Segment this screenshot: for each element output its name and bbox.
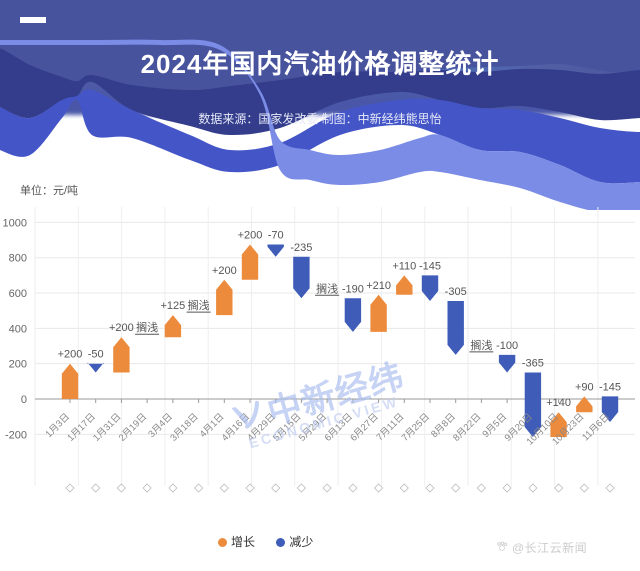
- svg-text:-235: -235: [290, 242, 312, 254]
- svg-text:-145: -145: [419, 260, 441, 272]
- svg-text:+200: +200: [238, 230, 263, 242]
- svg-text:+125: +125: [161, 300, 186, 312]
- svg-text:400: 400: [9, 323, 27, 335]
- svg-text:200: 200: [9, 359, 27, 371]
- svg-text:8月22日: 8月22日: [451, 411, 483, 443]
- svg-text:+140: +140: [546, 397, 571, 409]
- svg-text:600: 600: [9, 288, 27, 300]
- svg-text:+200: +200: [109, 322, 134, 334]
- svg-text:7月25日: 7月25日: [400, 411, 432, 443]
- svg-text:搁浅: 搁浅: [470, 338, 492, 352]
- svg-text:+210: +210: [366, 280, 391, 292]
- svg-text:搁浅: 搁浅: [136, 320, 158, 334]
- svg-text:0: 0: [21, 394, 27, 406]
- svg-text:-200: -200: [5, 429, 27, 441]
- svg-text:800: 800: [9, 253, 27, 265]
- svg-text:-100: -100: [496, 340, 518, 352]
- svg-text:-70: -70: [268, 230, 284, 242]
- svg-text:-305: -305: [445, 286, 467, 298]
- svg-text:11月6日: 11月6日: [580, 411, 612, 443]
- svg-text:+200: +200: [212, 265, 237, 277]
- svg-text:-190: -190: [342, 283, 364, 295]
- svg-text:搁浅: 搁浅: [188, 298, 210, 312]
- svg-text:+110: +110: [392, 260, 416, 272]
- svg-text:1000: 1000: [3, 217, 27, 229]
- svg-text:搁浅: 搁浅: [316, 281, 338, 295]
- svg-text:+90: +90: [575, 381, 594, 393]
- svg-text:-365: -365: [522, 358, 544, 370]
- svg-text:-50: -50: [88, 349, 104, 361]
- svg-text:-145: -145: [599, 381, 621, 393]
- svg-text:+200: +200: [58, 349, 83, 361]
